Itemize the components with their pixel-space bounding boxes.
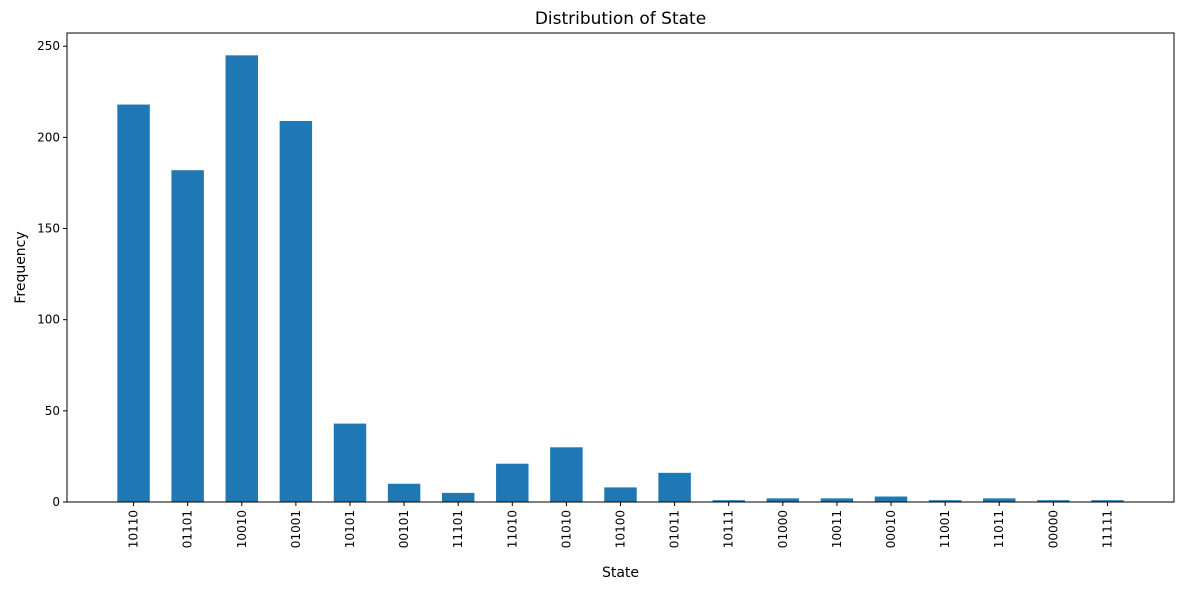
y-axis-ticks: 0 50 100 150 200 250 [37,39,67,509]
x-tick-label: 11011 [992,510,1006,548]
x-axis-label: State [602,565,639,581]
bar-11111 [1091,500,1124,502]
x-tick-label: 10101 [343,510,357,548]
bar-00010 [874,496,908,502]
bar-10010 [225,55,258,502]
bar-11101 [441,492,475,502]
x-tick-label: 01101 [181,510,195,548]
chart-title: Distribution of State [535,9,706,29]
x-tick-label: 10011 [830,510,844,548]
bar-01010 [550,447,583,502]
x-tick-label: 00000 [1046,510,1060,548]
y-tick-label: 0 [52,495,60,509]
x-tick-label: 01011 [668,510,682,548]
x-tick-label: 10111 [722,510,736,548]
bars-layer [117,55,1124,502]
y-tick-label: 100 [37,313,60,327]
x-tick-label: 10110 [127,510,141,548]
y-tick-label: 150 [37,222,60,236]
y-tick-label: 200 [37,130,60,144]
bar-00000 [1037,500,1070,502]
x-tick-label: 11101 [451,510,465,548]
bar-10011 [820,498,854,502]
bar-10111 [712,500,745,502]
x-axis-ticks: 10110 01101 10010 01001 10101 00101 11101 11010… [127,502,1114,548]
y-axis-label: Frequency [13,231,29,303]
x-tick-label: 00010 [884,510,898,548]
bar-01101 [171,170,204,502]
y-tick-label: 50 [45,404,60,418]
bar-11010 [496,463,529,502]
x-tick-label: 11010 [505,510,519,548]
x-tick-label: 01001 [289,510,303,548]
x-tick-label: 11001 [938,510,952,548]
x-tick-label: 10010 [235,510,249,548]
bar-11011 [983,498,1016,502]
plot-frame [66,32,1175,503]
x-tick-label: 00101 [397,510,411,548]
x-tick-label: 11111 [1100,510,1114,548]
bar-01000 [766,498,800,502]
bar-01011 [658,472,691,502]
bar-10101 [333,423,367,502]
bar-01001 [279,120,313,502]
x-tick-label: 01010 [559,510,573,548]
bar-11001 [928,500,962,502]
x-tick-label: 10100 [614,510,628,548]
y-tick-label: 250 [37,39,60,53]
bar-10110 [117,104,150,502]
bar-00101 [387,483,421,502]
bar-10100 [604,487,637,502]
x-tick-label: 01000 [776,510,790,548]
